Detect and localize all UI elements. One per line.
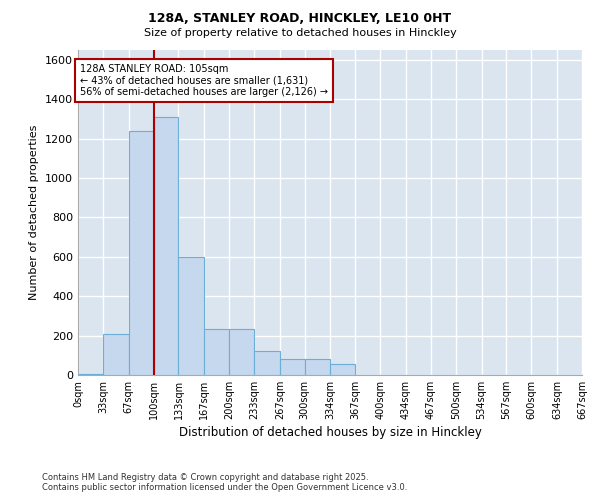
Bar — [204, 328, 229, 375]
Text: 128A STANLEY ROAD: 105sqm
← 43% of detached houses are smaller (1,631)
56% of se: 128A STANLEY ROAD: 105sqm ← 43% of detac… — [80, 64, 328, 97]
Bar — [78, 374, 103, 375]
Y-axis label: Number of detached properties: Number of detached properties — [29, 125, 40, 300]
Text: 128A, STANLEY ROAD, HINCKLEY, LE10 0HT: 128A, STANLEY ROAD, HINCKLEY, LE10 0HT — [148, 12, 452, 26]
Bar — [280, 359, 305, 375]
Bar — [128, 131, 154, 375]
Bar — [254, 352, 280, 375]
Bar — [103, 334, 128, 375]
X-axis label: Distribution of detached houses by size in Hinckley: Distribution of detached houses by size … — [179, 426, 481, 439]
Bar — [331, 364, 355, 375]
Bar — [154, 117, 178, 375]
Bar — [229, 328, 254, 375]
Text: Size of property relative to detached houses in Hinckley: Size of property relative to detached ho… — [143, 28, 457, 38]
Bar — [305, 359, 331, 375]
Text: Contains HM Land Registry data © Crown copyright and database right 2025.
Contai: Contains HM Land Registry data © Crown c… — [42, 473, 407, 492]
Bar — [178, 257, 204, 375]
